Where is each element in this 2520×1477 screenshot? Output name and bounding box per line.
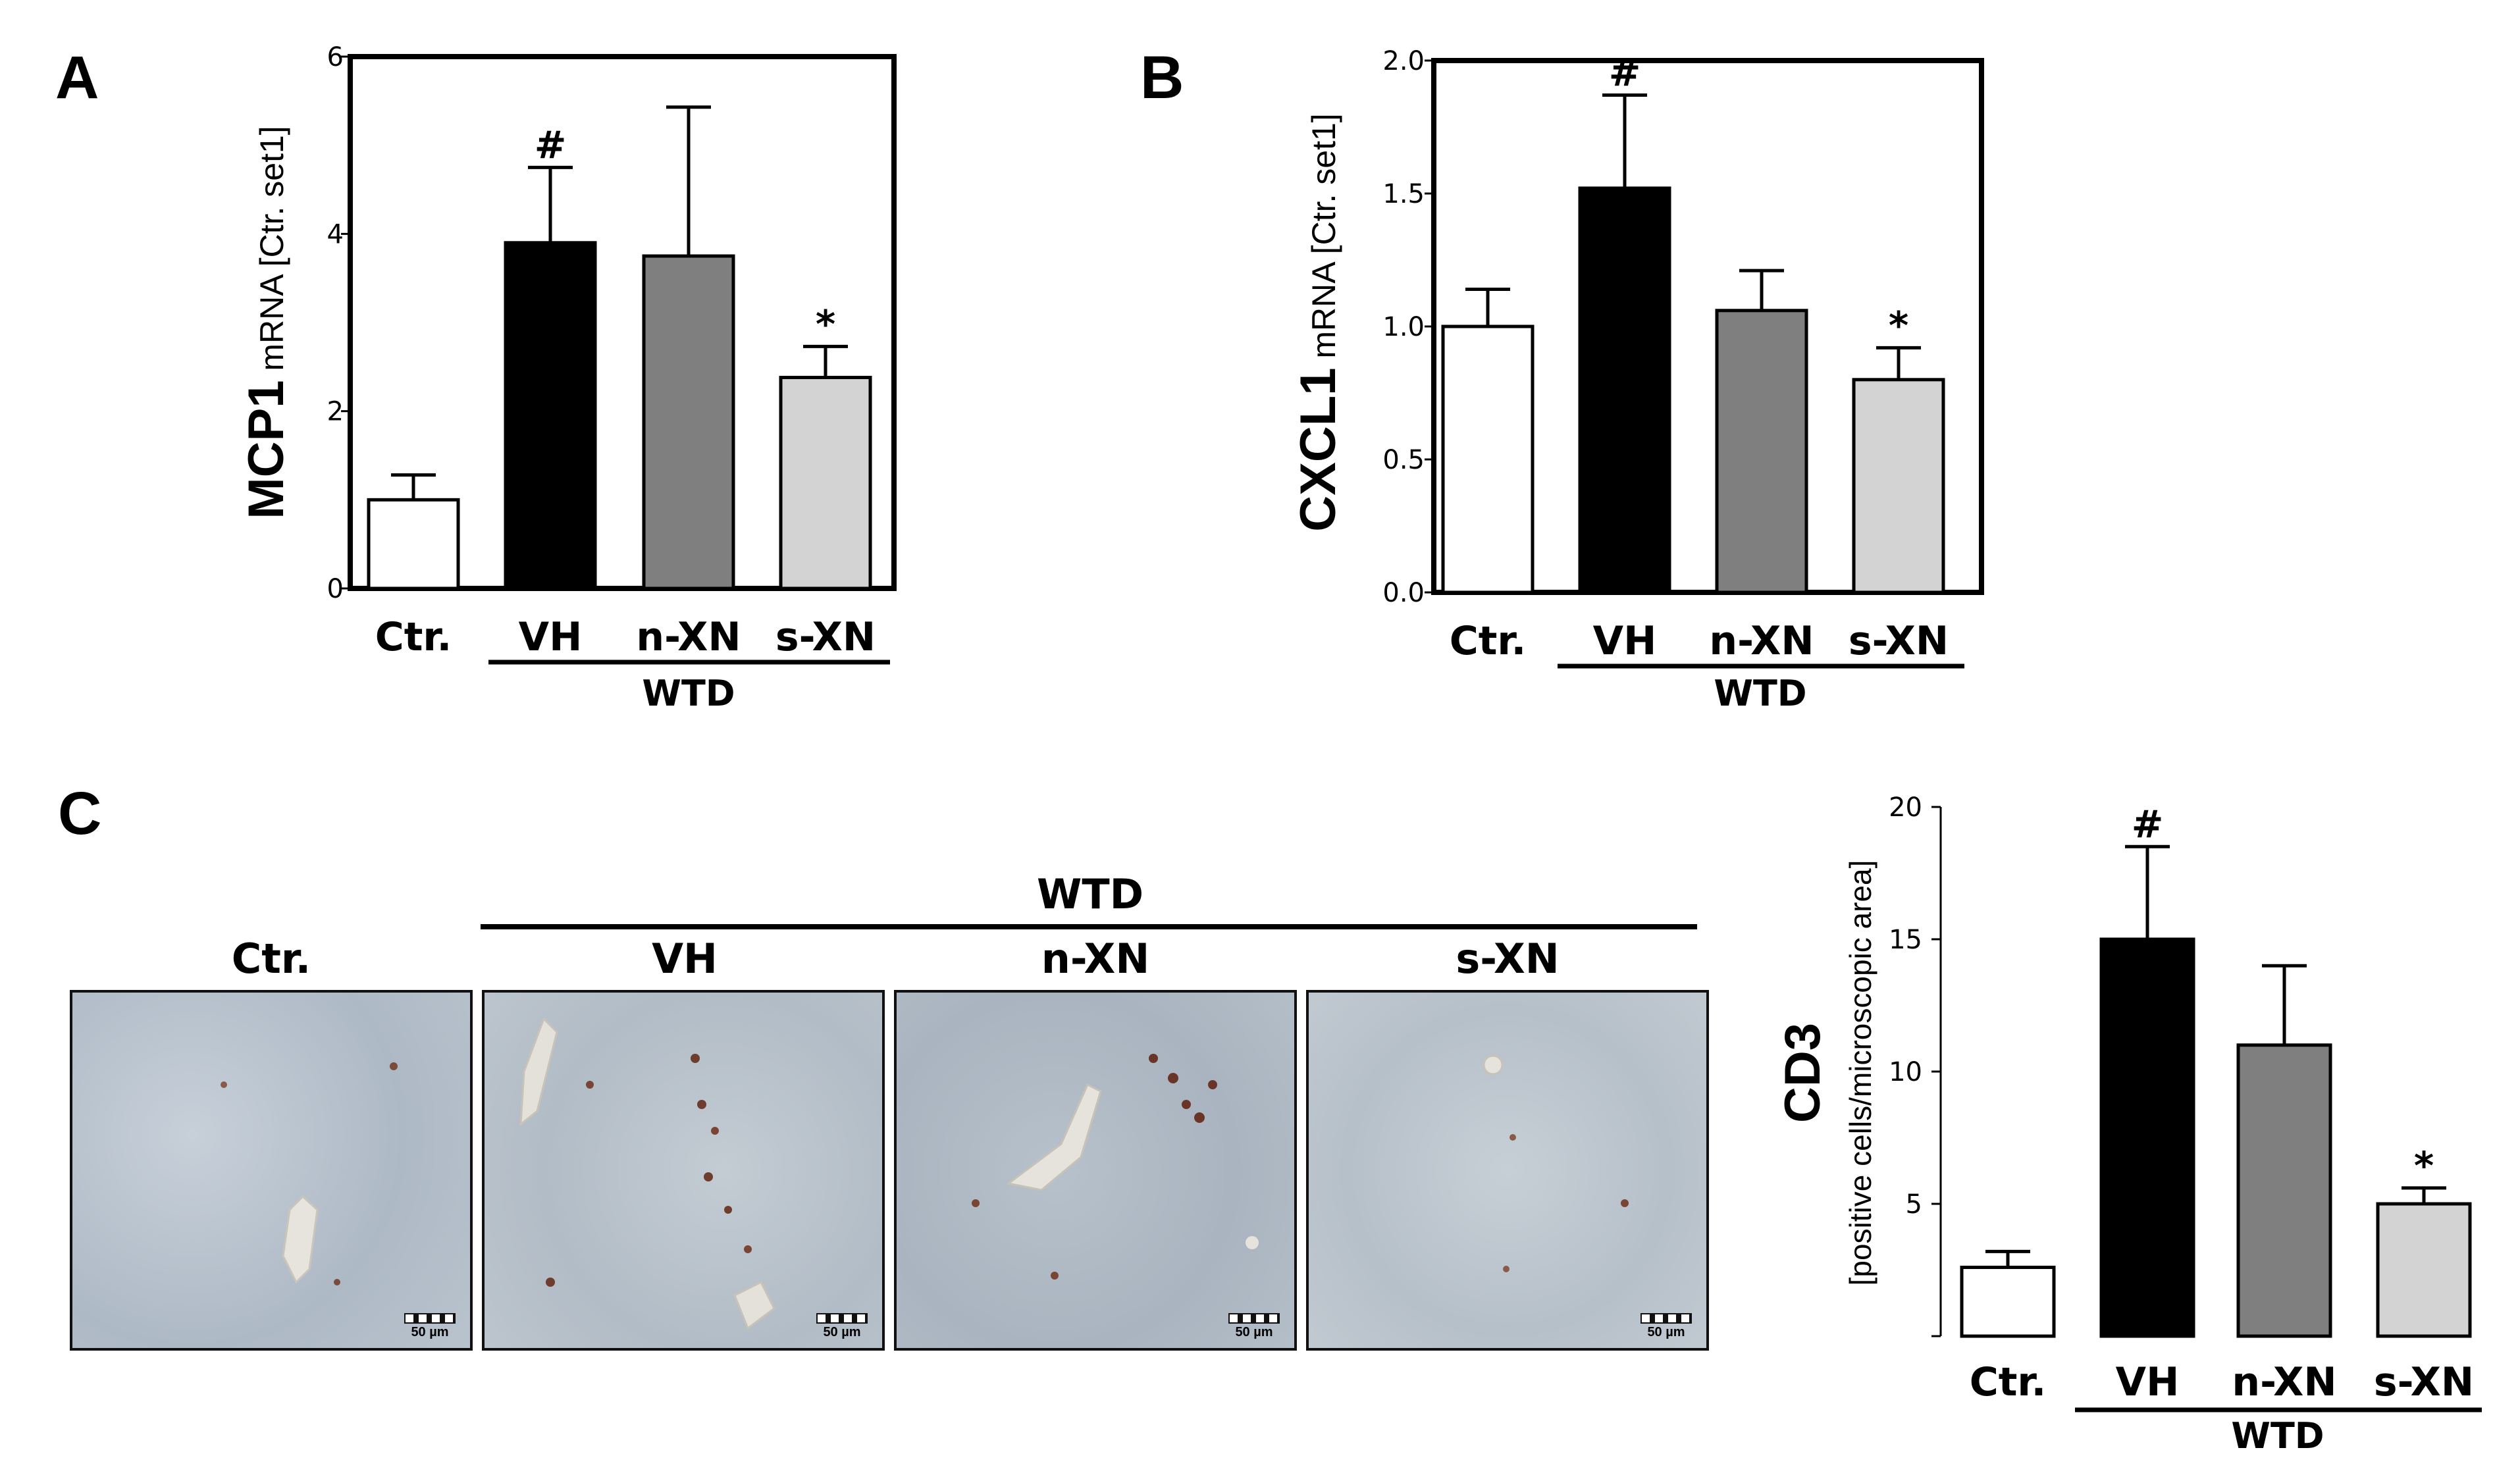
micrograph-sxn: 50 µm <box>1306 990 1709 1351</box>
bar <box>1960 1265 2056 1338</box>
category-label: n-XN <box>1709 618 1814 664</box>
y-tick-label: 0.5 <box>1382 445 1425 475</box>
y-axis-label-gene: CD3 <box>1775 1023 1831 1123</box>
y-axis-label-gene: CXCL1 <box>1290 368 1346 532</box>
category-label: Ctr. <box>1450 618 1527 664</box>
bar <box>1441 324 1535 594</box>
y-tick-label: 6 <box>327 42 344 72</box>
micrograph-label-vh: VH <box>652 935 718 983</box>
bar <box>1578 186 1671 594</box>
y-tick-label: 1.5 <box>1382 179 1425 209</box>
micrograph-ctr: 50 µm <box>70 990 473 1351</box>
significance-mark: * <box>1889 303 1908 348</box>
bar <box>642 254 735 590</box>
category-label: s-XN <box>1849 618 1949 664</box>
bar <box>2099 937 2195 1338</box>
y-tick-label: 5 <box>1906 1189 1922 1220</box>
bar <box>1852 378 1945 594</box>
micrograph-nxn-texture <box>972 1054 1259 1280</box>
category-label: n-XN <box>636 614 741 660</box>
wtd-bracket-label: WTD <box>1714 673 1806 714</box>
y-tick-label: 2.0 <box>1382 46 1425 76</box>
category-label: Ctr. <box>375 614 452 660</box>
significance-mark: * <box>816 301 835 346</box>
y-tick-label: 0 <box>327 574 344 604</box>
scale-bar: 50 µm <box>816 1313 868 1340</box>
bar <box>2236 1043 2332 1338</box>
y-tick-label: 1.0 <box>1382 312 1425 342</box>
micrograph-nxn: 50 µm <box>894 990 1297 1351</box>
category-label: VH <box>519 614 583 660</box>
category-label: VH <box>2116 1359 2180 1405</box>
y-axis-label: CXCL1 mRNA [Ctr. set1] <box>1290 113 1346 531</box>
y-axis-label-units: mRNA [Ctr. set1] <box>253 126 290 380</box>
micrograph-label-sxn: s-XN <box>1456 935 1560 983</box>
scale-bar: 50 µm <box>1641 1313 1692 1340</box>
micrograph-label-ctr: Ctr. <box>231 935 311 983</box>
y-axis-label: MCP1 mRNA [Ctr. set1] <box>238 126 294 519</box>
y-tick-label: 20 <box>1889 792 1922 823</box>
category-label: n-XN <box>2232 1359 2336 1405</box>
micrograph-vh: 50 µm <box>482 990 885 1351</box>
bar <box>779 375 872 590</box>
significance-mark: * <box>2414 1143 2434 1188</box>
y-tick-label: 4 <box>327 219 344 249</box>
scale-bar: 50 µm <box>404 1313 456 1340</box>
y-axis-label-units: [positive cells/microscopic area] <box>1843 860 1877 1286</box>
panel-letter-b: B <box>1140 44 1184 111</box>
bar <box>504 241 597 590</box>
category-label: Ctr. <box>1970 1359 2047 1405</box>
y-axis-label-units: mRNA [Ctr. set1] <box>1305 113 1342 367</box>
micrograph-label-nxn: n-XN <box>1041 935 1150 983</box>
category-label: s-XN <box>2374 1359 2474 1405</box>
bar <box>2376 1202 2472 1338</box>
chart-frame <box>348 54 897 591</box>
y-tick-label: 0.0 <box>1382 578 1425 608</box>
bar <box>1715 309 1808 594</box>
wtd-bracket-label: WTD <box>642 673 735 714</box>
y-tick-label: 2 <box>327 397 344 427</box>
y-tick-label: 10 <box>1889 1057 1922 1087</box>
panel-letter-a: A <box>55 44 99 111</box>
significance-mark: # <box>2132 802 2164 846</box>
significance-mark: # <box>1609 51 1641 95</box>
panel-letter-c: C <box>58 780 102 847</box>
category-label: s-XN <box>775 614 876 660</box>
scale-bar: 50 µm <box>1228 1313 1280 1340</box>
micrograph-vh-texture <box>519 1017 775 1330</box>
category-label: VH <box>1593 618 1657 664</box>
significance-mark: # <box>535 122 567 167</box>
micrograph-ctr-texture <box>221 1062 398 1285</box>
wtd-bracket-label: WTD <box>2231 1415 2324 1457</box>
bar <box>367 498 460 590</box>
micrograph-sxn-texture <box>1483 1054 1629 1272</box>
wtd-bracket-line <box>481 924 1697 929</box>
wtd-bracket-label: WTD <box>1037 870 1144 918</box>
y-axis-label-gene: MCP1 <box>238 380 294 519</box>
y-tick-label: 15 <box>1889 925 1922 955</box>
